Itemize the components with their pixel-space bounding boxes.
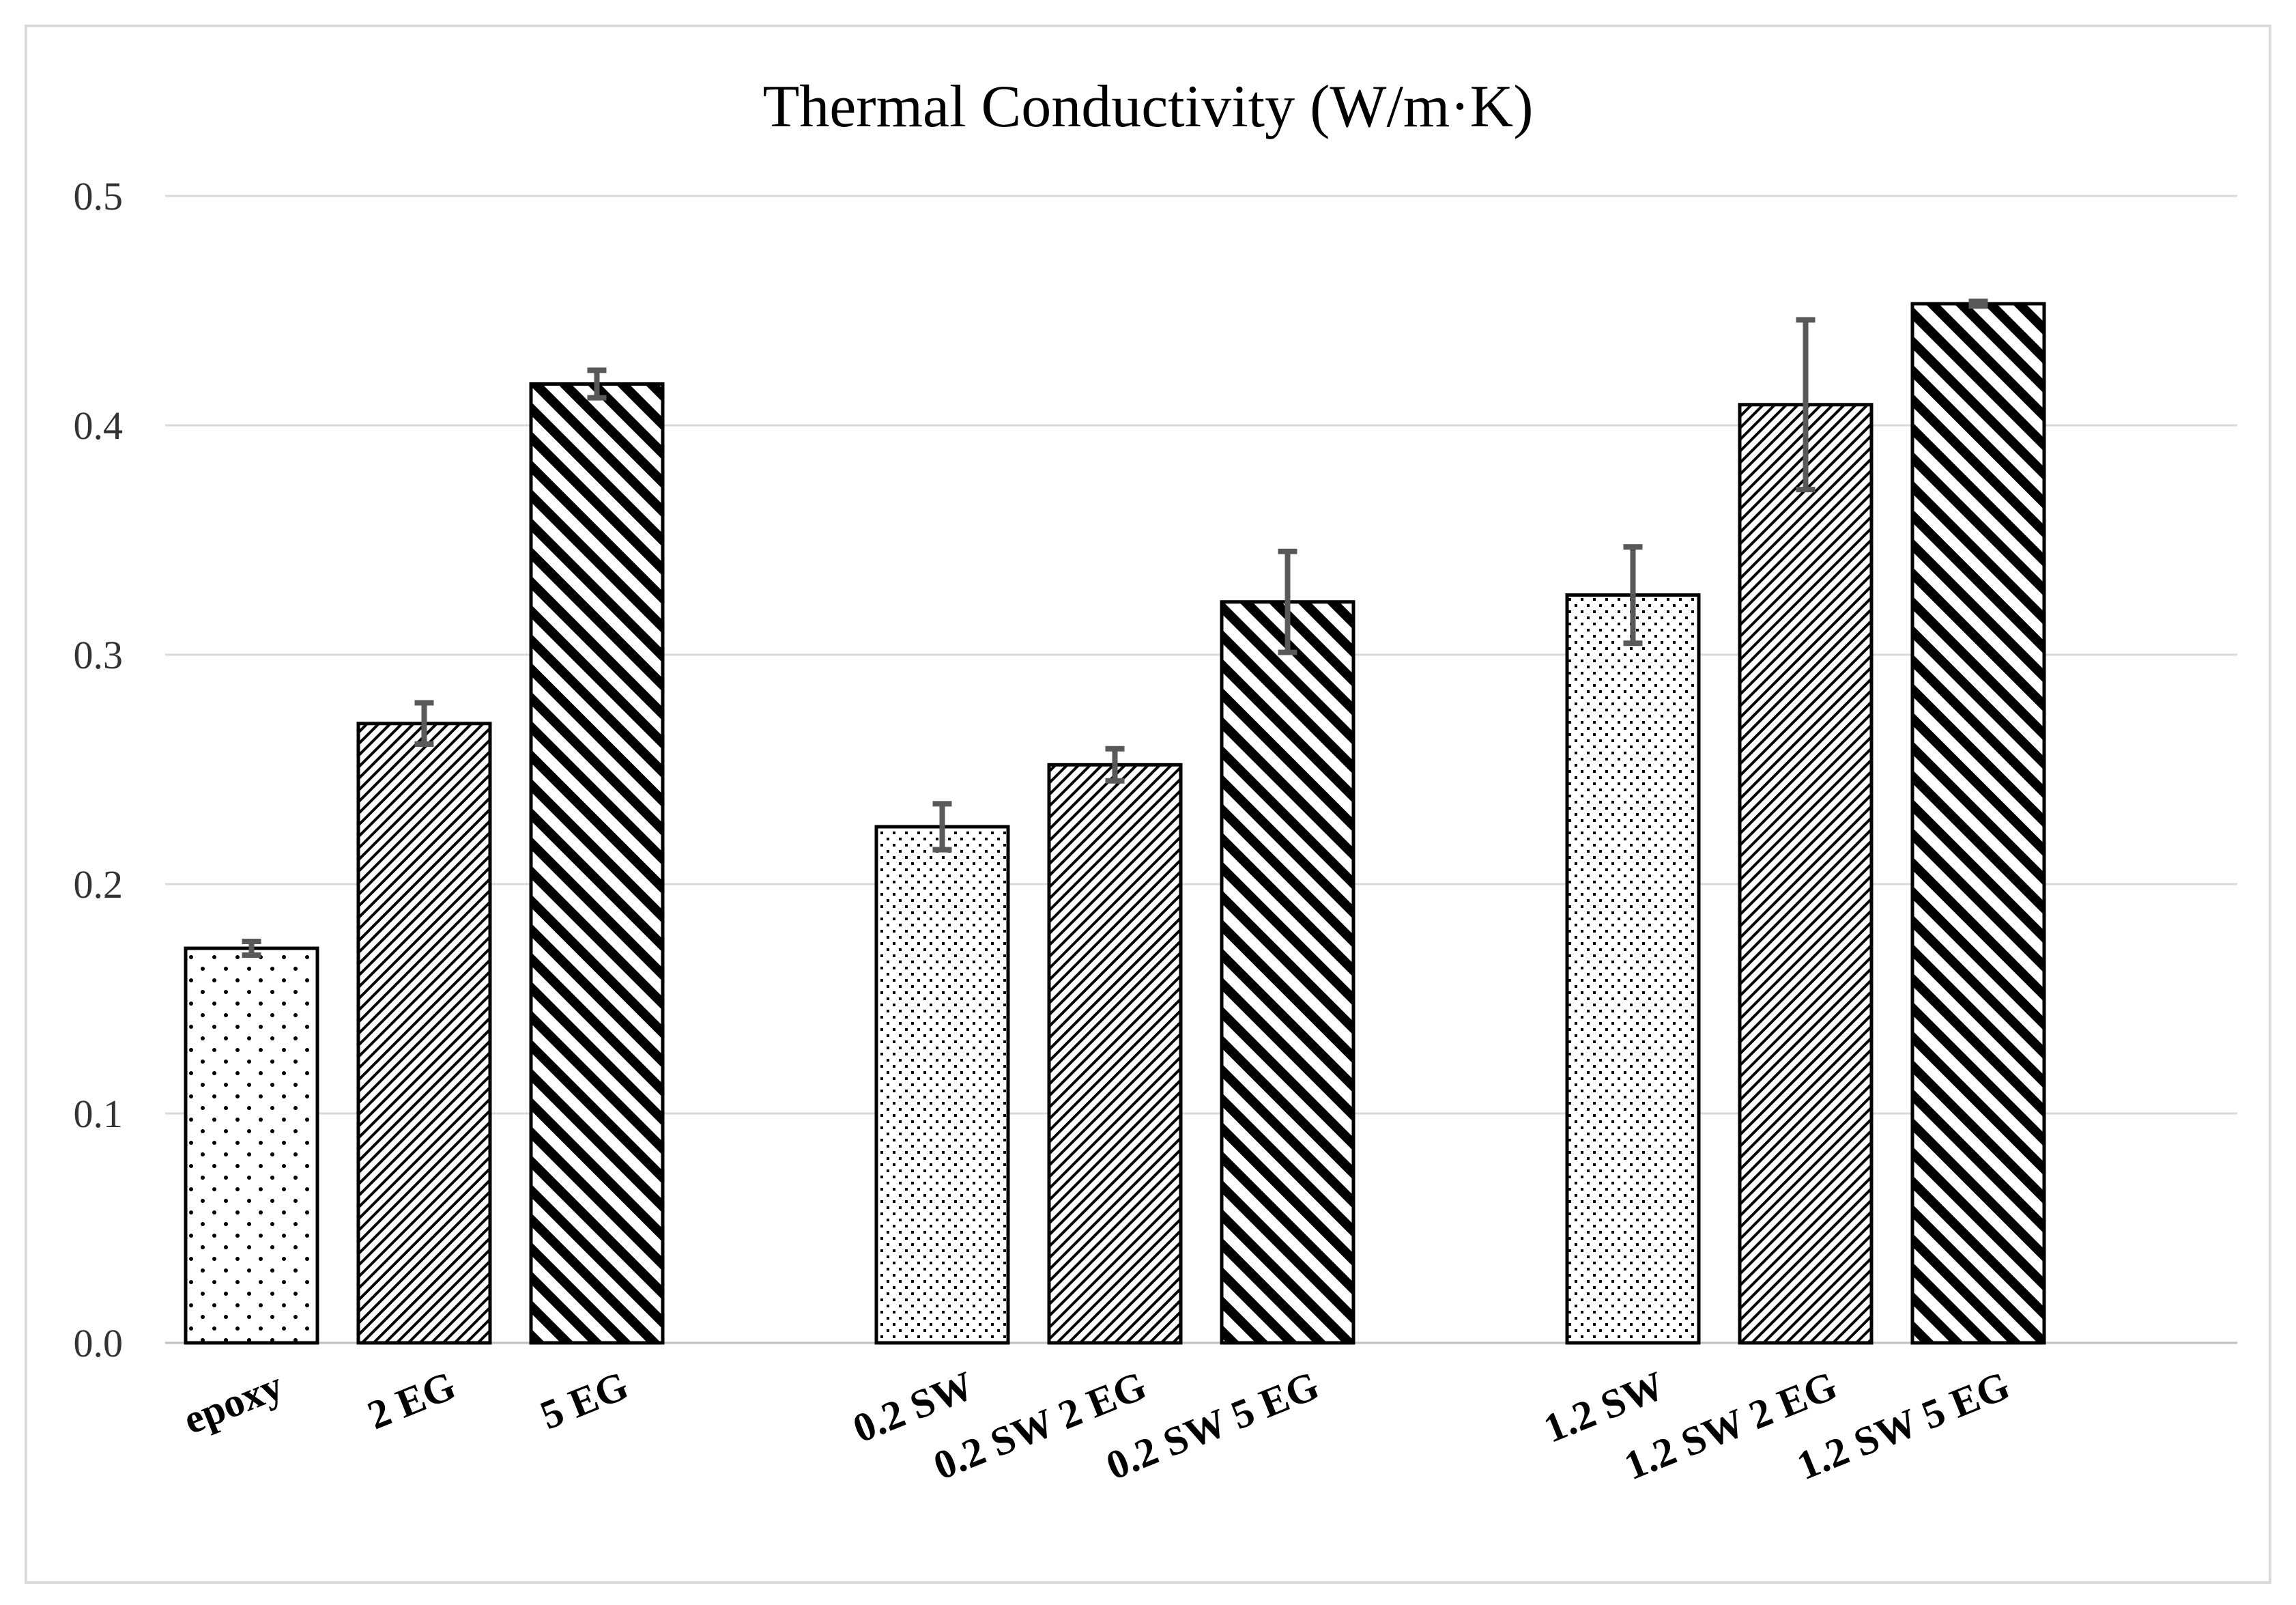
bar-0-2-sw-5-eg — [1220, 600, 1355, 1345]
y-tick-label: 0.5 — [74, 174, 124, 218]
error-bar — [1105, 745, 1125, 784]
error-bar — [1278, 548, 1297, 655]
y-tick-label: 0.1 — [74, 1092, 124, 1136]
error-bar — [242, 939, 261, 958]
bar-5-eg — [529, 382, 665, 1345]
y-tick-label: 0.4 — [74, 403, 124, 448]
error-bar — [414, 700, 434, 748]
error-bar — [932, 801, 952, 853]
bar-1-2-sw-2-eg — [1738, 403, 1874, 1345]
bar-1-2-sw — [1565, 593, 1701, 1345]
error-bar — [1796, 317, 1816, 493]
bar-0-2-sw — [874, 825, 1010, 1345]
y-tick-label: 0.2 — [74, 862, 124, 907]
y-tick-label: 0.3 — [74, 633, 124, 677]
chart-title: Thermal Conductivity (W/m·K) — [762, 74, 1533, 140]
error-bar — [1623, 544, 1643, 647]
y-tick-label: 0.0 — [74, 1321, 124, 1365]
error-bar — [1968, 298, 1988, 309]
bar-2-eg — [356, 722, 492, 1345]
bar-0-2-sw-2-eg — [1047, 763, 1183, 1345]
error-bar — [587, 367, 607, 401]
bar-1-2-sw-5-eg — [1910, 302, 2046, 1345]
bar-epoxy — [184, 946, 319, 1345]
